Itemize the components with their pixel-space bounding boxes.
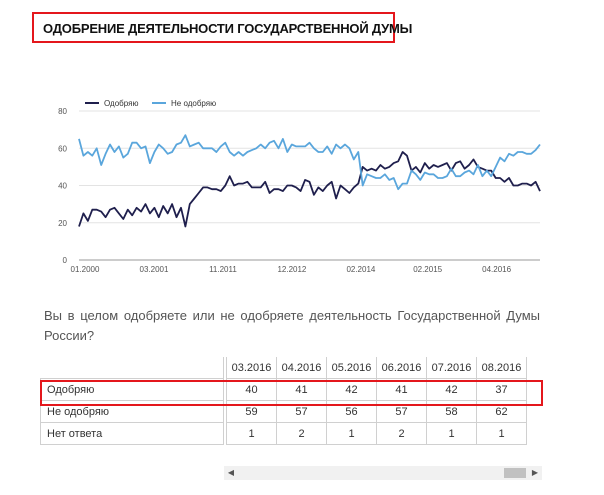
x-tick-label: 01.2000 — [71, 265, 100, 274]
table-horizontal-scrollbar[interactable]: ◀ ▶ — [224, 466, 542, 480]
scroll-left-arrow-icon[interactable]: ◀ — [227, 468, 235, 477]
x-tick-label: 11.2011 — [209, 265, 237, 274]
legend-label: Не одобряю — [171, 99, 216, 108]
x-tick-label: 03.2001 — [140, 265, 169, 274]
y-tick-label: 0 — [63, 256, 68, 265]
y-tick-label: 60 — [58, 144, 67, 153]
table-cell: 1 — [476, 422, 527, 445]
x-tick-label: 02.2014 — [346, 265, 375, 274]
x-axis: 01.2000 03.2001 11.2011 12.2012 02.2014 02.20… — [71, 265, 512, 274]
table-corner — [41, 357, 224, 379]
chart-legend: Одобряю Не одобряю — [85, 99, 216, 108]
y-tick-label: 20 — [58, 219, 67, 228]
col-header: 03.2016 — [226, 357, 277, 379]
results-table: 03.2016 04.2016 05.2016 06.2016 07.2016 … — [40, 357, 527, 445]
scroll-right-arrow-icon[interactable]: ▶ — [531, 468, 539, 477]
scroll-thumb[interactable] — [504, 468, 526, 478]
table-cell: 2 — [276, 422, 327, 445]
chart-grid — [79, 110, 540, 261]
table-cell: 2 — [376, 422, 427, 445]
x-tick-label: 02.2015 — [413, 265, 442, 274]
col-header: 06.2016 — [376, 357, 427, 379]
y-axis: 0 20 40 60 80 — [58, 107, 67, 265]
col-header: 04.2016 — [276, 357, 327, 379]
approval-line-chart: 0 20 40 60 80 01.2000 03.2001 11.2011 12.2012 02… — [58, 99, 541, 274]
row-label: Нет ответа — [40, 422, 224, 445]
survey-question: Вы в целом одобряете или не одобряете де… — [44, 308, 540, 343]
series-lines — [78, 134, 541, 228]
approve-row-highlight-box — [40, 380, 543, 406]
col-header: 05.2016 — [326, 357, 377, 379]
page-title: ОДОБРЕНИЕ ДЕЯТЕЛЬНОСТИ ГОСУДАРСТВЕННОЙ Д… — [43, 21, 413, 36]
table-row: Нет ответа 1 2 1 2 1 1 — [40, 422, 527, 445]
col-header: 07.2016 — [426, 357, 477, 379]
table-header-row: 03.2016 04.2016 05.2016 06.2016 07.2016 … — [41, 357, 527, 379]
title-highlight-box: ОДОБРЕНИЕ ДЕЯТЕЛЬНОСТИ ГОСУДАРСТВЕННОЙ Д… — [32, 12, 412, 43]
y-tick-label: 80 — [58, 107, 67, 116]
x-tick-label: 04.2016 — [482, 265, 511, 274]
series-line-approve — [78, 151, 541, 228]
table-cell: 1 — [326, 422, 377, 445]
col-header: 08.2016 — [476, 357, 527, 379]
table-cell: 1 — [226, 422, 277, 445]
series-line-disapprove — [78, 134, 541, 191]
legend-label: Одобряю — [104, 99, 138, 108]
x-tick-label: 12.2012 — [277, 265, 306, 274]
table-cell: 1 — [426, 422, 477, 445]
y-tick-label: 40 — [58, 182, 67, 191]
row-label: Одобряю — [40, 378, 224, 401]
